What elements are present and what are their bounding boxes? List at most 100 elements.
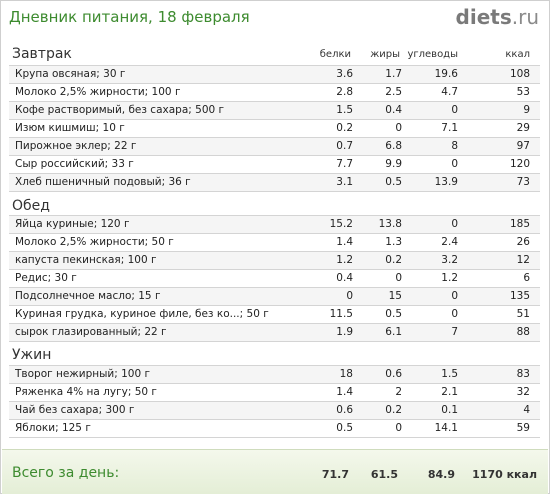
- logo-tld: .ru: [511, 5, 539, 29]
- kcal-value: 83: [516, 368, 530, 380]
- food-name: Крупа овсяная; 30 г: [15, 68, 126, 80]
- fat-value: 0: [395, 422, 402, 434]
- food-row: Яблоки; 125 г 0.5 0 14.1 59: [9, 420, 540, 438]
- food-name: Молоко 2,5% жирности; 50 г: [15, 236, 174, 248]
- kcal-value: 12: [516, 254, 530, 266]
- fat-value: 13.8: [378, 218, 402, 230]
- kcal-value: 108: [509, 68, 530, 80]
- site-logo[interactable]: diets.ru: [456, 5, 539, 29]
- carbs-value: 2.4: [441, 236, 458, 248]
- food-name: Хлеб пшеничный подовый; 36 г: [15, 176, 191, 188]
- food-row: Редис; 30 г 0.4 0 1.2 6: [9, 270, 540, 288]
- carbs-value: 0: [451, 290, 458, 302]
- kcal-value: 6: [523, 272, 530, 284]
- carbs-value: 0: [451, 308, 458, 320]
- protein-value: 2.8: [336, 86, 353, 98]
- food-name: Яйца куриные; 120 г: [15, 218, 130, 230]
- fat-value: 6.8: [385, 140, 402, 152]
- food-row: Молоко 2,5% жирности; 100 г 2.8 2.5 4.7 53: [9, 84, 540, 102]
- food-name: Чай без сахара; 300 г: [15, 404, 135, 416]
- fat-value: 2: [395, 386, 402, 398]
- protein-value: 1.4: [336, 236, 353, 248]
- carbs-value: 2.1: [441, 386, 458, 398]
- total-kcal: 1170 ккал: [472, 468, 537, 481]
- food-name: Подсолнечное масло; 15 г: [15, 290, 161, 302]
- protein-value: 1.5: [336, 104, 353, 116]
- food-name: Сыр российский; 33 г: [15, 158, 134, 170]
- food-row: Хлеб пшеничный подовый; 36 г 3.1 0.5 13.9 73: [9, 174, 540, 192]
- fat-value: 0.5: [385, 308, 402, 320]
- food-row: Кофе растворимый, без сахара; 500 г 1.5 0.…: [9, 102, 540, 120]
- daily-total-bar: Всего за день: 71.7 61.5 84.9 1170 ккал: [2, 449, 548, 494]
- fat-value: 0.6: [385, 368, 402, 380]
- column-header-fat: жиры: [370, 49, 400, 60]
- kcal-value: 135: [509, 290, 530, 302]
- food-row: Подсолнечное масло; 15 г 0 15 0 135: [9, 288, 540, 306]
- fat-value: 0: [395, 122, 402, 134]
- protein-value: 18: [339, 368, 353, 380]
- carbs-value: 19.6: [434, 68, 458, 80]
- food-name: Яблоки; 125 г: [15, 422, 91, 434]
- column-header-protein: белки: [319, 49, 351, 60]
- carbs-value: 4.7: [441, 86, 458, 98]
- dinner-table: Творог нежирный; 100 г 18 0.6 1.5 83 Ряженка …: [9, 365, 540, 438]
- food-name: сырок глазированный; 22 г: [15, 326, 167, 338]
- protein-value: 0: [346, 290, 353, 302]
- carbs-value: 14.1: [434, 422, 458, 434]
- food-name: Изюм кишмиш; 10 г: [15, 122, 125, 134]
- protein-value: 0.7: [336, 140, 353, 152]
- food-name: Творог нежирный; 100 г: [15, 368, 150, 380]
- protein-value: 1.4: [336, 386, 353, 398]
- total-carbs: 84.9: [427, 468, 455, 481]
- daily-total-label: Всего за день:: [12, 465, 120, 481]
- protein-value: 3.1: [336, 176, 353, 188]
- column-header-carbs: углеводы: [407, 49, 458, 60]
- fat-value: 0.5: [385, 176, 402, 188]
- carbs-value: 8: [451, 140, 458, 152]
- fat-value: 0.2: [385, 254, 402, 266]
- kcal-value: 51: [516, 308, 530, 320]
- carbs-value: 7.1: [441, 122, 458, 134]
- food-row: капуста пекинская; 100 г 1.2 0.2 3.2 12: [9, 252, 540, 270]
- fat-value: 0.4: [385, 104, 402, 116]
- fat-value: 2.5: [385, 86, 402, 98]
- fat-value: 15: [388, 290, 402, 302]
- kcal-value: 4: [523, 404, 530, 416]
- fat-value: 0.2: [385, 404, 402, 416]
- section-title-lunch: Обед: [12, 198, 50, 214]
- protein-value: 0.6: [336, 404, 353, 416]
- carbs-value: 0: [451, 158, 458, 170]
- carbs-value: 3.2: [441, 254, 458, 266]
- food-row: Изюм кишмиш; 10 г 0.2 0 7.1 29: [9, 120, 540, 138]
- kcal-value: 26: [516, 236, 530, 248]
- food-row: Ряженка 4% на лугу; 50 г 1.4 2 2.1 32: [9, 384, 540, 402]
- carbs-value: 1.2: [441, 272, 458, 284]
- food-name: Кофе растворимый, без сахара; 500 г: [15, 104, 225, 116]
- carbs-value: 0.1: [441, 404, 458, 416]
- lunch-table: Яйца куриные; 120 г 15.2 13.8 0 185 Молоко 2,…: [9, 215, 540, 342]
- food-name: Молоко 2,5% жирности; 100 г: [15, 86, 181, 98]
- kcal-value: 73: [516, 176, 530, 188]
- kcal-value: 29: [516, 122, 530, 134]
- food-name: капуста пекинская; 100 г: [15, 254, 157, 266]
- protein-value: 11.5: [329, 308, 353, 320]
- food-row: Пирожное эклер; 22 г 0.7 6.8 8 97: [9, 138, 540, 156]
- carbs-value: 0: [451, 218, 458, 230]
- carbs-value: 0: [451, 104, 458, 116]
- kcal-value: 53: [516, 86, 530, 98]
- fat-value: 6.1: [385, 326, 402, 338]
- kcal-value: 120: [509, 158, 530, 170]
- food-name: Куриная грудка, куриное филе, без ко...;…: [15, 308, 269, 320]
- food-row: Крупа овсяная; 30 г 3.6 1.7 19.6 108: [9, 66, 540, 84]
- protein-value: 3.6: [336, 68, 353, 80]
- food-row: Молоко 2,5% жирности; 50 г 1.4 1.3 2.4 26: [9, 234, 540, 252]
- food-row: Яйца куриные; 120 г 15.2 13.8 0 185: [9, 216, 540, 234]
- fat-value: 1.3: [385, 236, 402, 248]
- protein-value: 1.2: [336, 254, 353, 266]
- kcal-value: 97: [516, 140, 530, 152]
- carbs-value: 13.9: [434, 176, 458, 188]
- kcal-value: 185: [509, 218, 530, 230]
- fat-value: 9.9: [385, 158, 402, 170]
- fat-value: 1.7: [385, 68, 402, 80]
